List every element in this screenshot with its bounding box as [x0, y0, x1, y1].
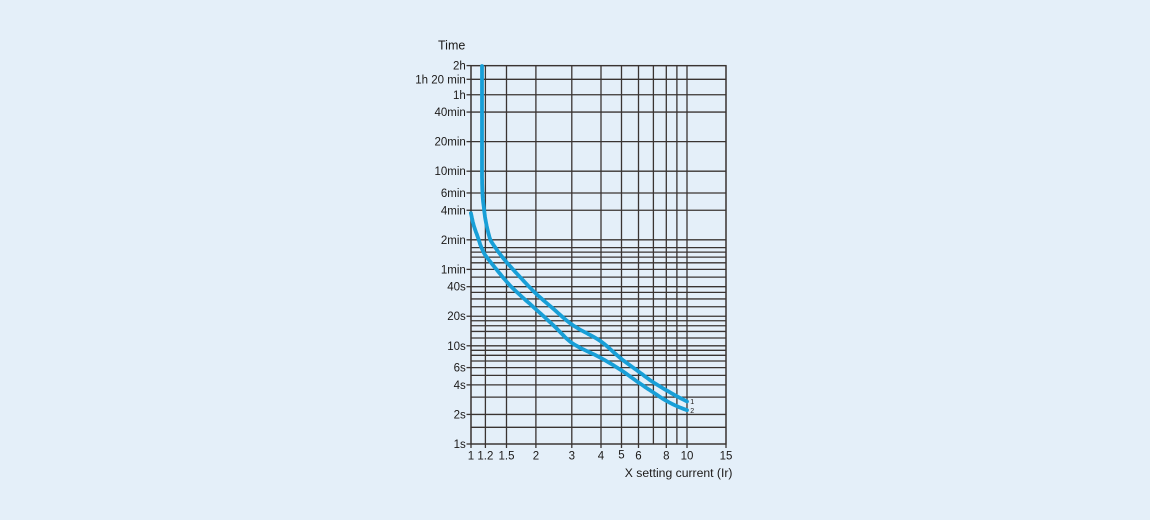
svg-text:1: 1: [468, 451, 474, 463]
svg-text:4s: 4s: [454, 380, 466, 392]
svg-text:6min: 6min: [441, 188, 466, 200]
svg-text:1h: 1h: [453, 90, 466, 102]
svg-text:6: 6: [635, 451, 641, 463]
svg-text:2: 2: [690, 408, 694, 415]
svg-text:1h 20 min: 1h 20 min: [415, 74, 466, 86]
svg-text:10s: 10s: [447, 341, 466, 353]
svg-text:Time: Time: [438, 38, 465, 52]
svg-text:2h: 2h: [453, 61, 466, 73]
svg-text:40min: 40min: [434, 107, 465, 119]
svg-text:X setting current (Ir): X setting current (Ir): [625, 466, 733, 480]
svg-text:4: 4: [598, 451, 605, 463]
svg-text:5: 5: [618, 449, 624, 461]
svg-text:3: 3: [569, 451, 575, 463]
svg-text:1s: 1s: [454, 439, 466, 451]
svg-text:4min: 4min: [441, 205, 466, 217]
svg-text:6s: 6s: [454, 363, 466, 375]
svg-text:2min: 2min: [441, 235, 466, 247]
svg-text:1: 1: [690, 399, 694, 406]
svg-text:15: 15: [720, 451, 733, 463]
svg-text:2: 2: [533, 451, 539, 463]
svg-text:2s: 2s: [454, 409, 466, 421]
svg-text:40s: 40s: [447, 282, 466, 294]
svg-text:1.2: 1.2: [477, 451, 493, 463]
svg-text:1.5: 1.5: [498, 451, 514, 463]
svg-text:20min: 20min: [434, 137, 465, 149]
svg-text:1min: 1min: [441, 264, 466, 276]
svg-text:20s: 20s: [447, 311, 466, 323]
svg-text:10min: 10min: [434, 166, 465, 178]
svg-text:10: 10: [681, 451, 694, 463]
svg-text:8: 8: [663, 451, 669, 463]
